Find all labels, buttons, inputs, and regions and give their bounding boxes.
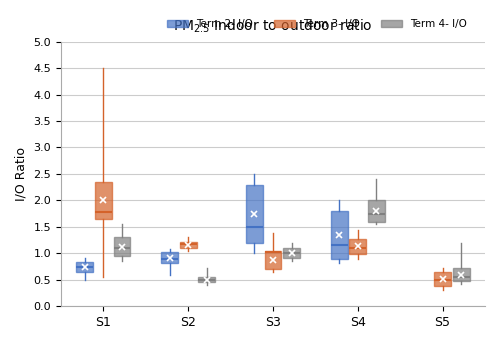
PathPatch shape <box>331 211 347 259</box>
PathPatch shape <box>114 237 130 256</box>
PathPatch shape <box>368 201 385 222</box>
PathPatch shape <box>161 252 178 263</box>
PathPatch shape <box>284 248 300 258</box>
PathPatch shape <box>434 272 451 286</box>
Y-axis label: I/O Ratio: I/O Ratio <box>15 147 28 201</box>
PathPatch shape <box>95 182 112 219</box>
Title: PM$_{2.5}$ Indoor to outdoor ratio: PM$_{2.5}$ Indoor to outdoor ratio <box>173 18 373 35</box>
PathPatch shape <box>453 268 469 281</box>
PathPatch shape <box>246 184 263 243</box>
PathPatch shape <box>264 251 281 269</box>
PathPatch shape <box>180 242 196 248</box>
PathPatch shape <box>350 238 366 255</box>
PathPatch shape <box>76 262 93 272</box>
PathPatch shape <box>198 277 216 282</box>
Legend: Term 2- I/O, Term 3- I/O, Term 4- I/O: Term 2- I/O, Term 3- I/O, Term 4- I/O <box>163 15 472 33</box>
